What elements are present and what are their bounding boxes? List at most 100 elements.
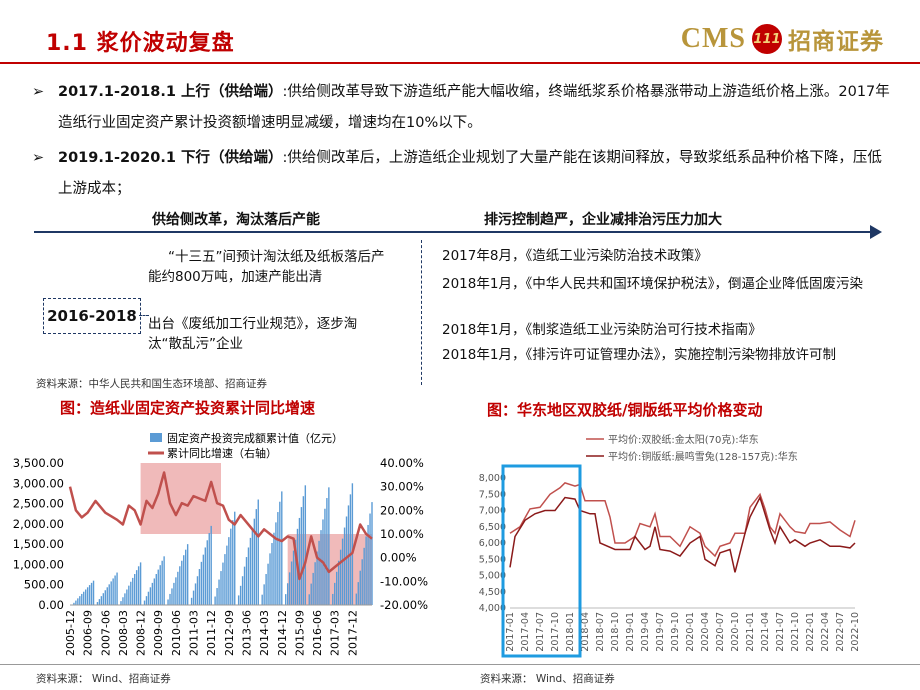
investment-bar [135,570,138,605]
chart-left-title: 图：造纸业固定资产投资累计同比增速 [60,399,316,417]
investment-bar [151,582,154,605]
investment-bar [279,501,281,605]
investment-bar [185,549,187,605]
x-tick: 2021-07 [775,612,786,652]
investment-bar [112,578,114,605]
bullet-2-text: :供给侧改革后，上游造纸企业规划了大量产能在该期间释放，导致浆纸系品种价格下降，… [58,150,882,197]
investment-bar [334,582,336,605]
investment-bar [361,559,363,605]
investment-bar [163,556,165,605]
investment-bar [245,557,248,605]
title-divider [0,62,920,64]
investment-bar [369,513,371,605]
investment-bar [116,572,118,605]
investment-bar [286,583,289,605]
y-tick: 6,500 [479,522,506,533]
footer-divider [0,664,920,665]
investment-bar [83,591,85,605]
y-left-tick: 1,500.00 [13,537,64,551]
investment-bar [332,593,334,605]
investment-bar [324,508,326,605]
investment-bar [290,561,293,605]
brand-logo: CMS 111 招商证券 [681,22,884,56]
investment-bar [298,517,301,605]
source-right: 资料来源： Wind、招商证券 [480,673,615,685]
investment-bar [124,593,126,605]
investment-bar [355,593,358,605]
investment-bar [275,522,277,605]
source-top: 资料来源：中华人民共和国生态环境部、招商证券 [36,378,267,390]
investment-bar [308,594,310,605]
right-item-1: 2017年8月，《造纸工业污染防治技术政策》 [442,248,708,264]
investment-bar [210,525,212,605]
x-tick: 2017-12 [346,610,359,656]
x-tick: 2022-01 [805,612,816,652]
x-tick: 2020-04 [700,612,711,652]
investment-bar [126,589,128,605]
investment-bar [302,496,305,605]
investment-bar [190,597,193,605]
investment-bar [243,566,246,605]
investment-bar [183,555,185,605]
investment-bar [239,585,242,605]
bullet-2-heading: 2019.1-2020.1 下行（供给端） [58,150,283,166]
investment-bar [137,566,140,605]
investment-bar [351,483,354,605]
investment-bar [84,589,87,605]
investment-bar [77,598,79,605]
investment-bar [337,560,340,605]
brand-emblem-icon: 111 [752,24,782,54]
investment-bar [218,579,220,605]
x-tick: 2019-07 [655,612,666,652]
investment-bar [320,530,322,605]
investment-bar [171,588,173,605]
investment-bar [230,528,232,605]
price-line-series-1 [509,482,856,558]
chart-right-title: 图：华东地区双胶纸/铜版纸平均价格变动 [487,401,763,419]
investment-bar [134,574,136,605]
investment-bar [147,591,150,605]
investment-bar [161,560,163,605]
investment-bar [186,544,189,605]
investment-bar [88,585,91,605]
left-item-2: 出台《废纸加工行业规范》，逐步淘汰“散乱污”企业 [148,316,358,352]
period-box: 2016-2018 [43,298,141,334]
bullet-2: ➢ 2019.1-2020.1 下行（供给端）:供给侧改革后，上游造纸企业规划了… [32,143,892,205]
investment-bar [75,600,77,605]
investment-bar [145,596,148,605]
x-tick: 2009-09 [152,610,165,656]
x-tick: 2013-06 [240,610,253,656]
x-tick: 2006-09 [82,610,95,656]
y-right-tick: 0.00% [380,551,417,565]
investment-bar [216,588,218,605]
investment-bar [349,494,352,605]
investment-bar [312,572,314,605]
investment-bar [222,562,224,605]
x-tick: 2017-10 [550,612,561,652]
x-tick: 2019-10 [670,612,681,652]
timeline-arrow-icon [870,225,882,239]
chart-right: 4,000 4,500 5,000 5,500 6,000 6,500 7,000 7,500… [479,433,861,658]
chart-left-legend: 固定资产投资完成额累计值（亿元） 累计同比增速（右轴） [148,431,343,460]
investment-bar [292,550,295,605]
timeline-left-header: 供给侧改革，淘汰落后产能 [152,212,320,228]
x-tick: 2014-03 [258,610,271,656]
investment-bar [79,596,81,605]
investment-bar [194,583,197,605]
investment-bar [224,554,226,605]
investment-bar [104,590,106,605]
bullet-arrow-icon: ➢ [32,84,45,100]
timeline-axis [34,231,880,233]
x-tick: 2022-10 [850,612,861,652]
investment-bar [359,570,361,605]
investment-bar [363,547,365,605]
investment-bar [173,582,175,605]
investment-bar [318,540,320,605]
investment-bar [139,562,142,605]
investment-bar [341,538,344,605]
investment-bar [232,520,234,605]
investment-bar [273,532,275,605]
investment-bar [220,571,222,605]
y-right-tick: 20.00% [380,503,424,517]
timeline-right-header: 排污控制趋严，企业减排治污压力加大 [484,212,722,228]
